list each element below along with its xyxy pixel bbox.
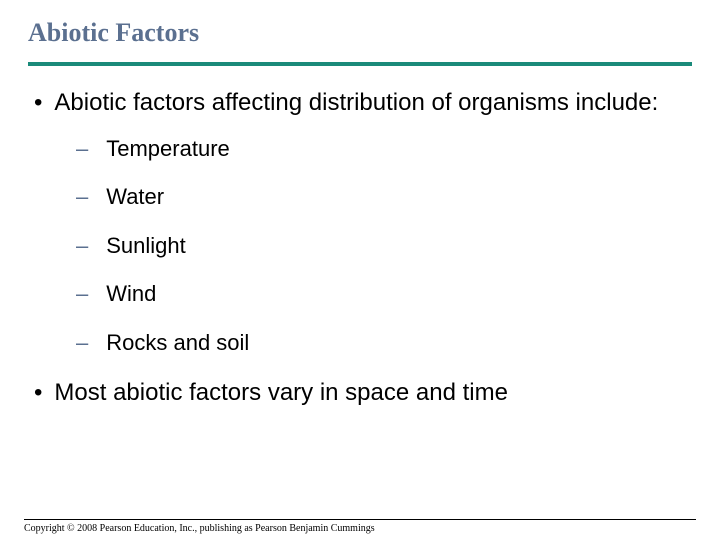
bullet-dot-icon: • xyxy=(34,378,42,408)
bullet-text: Wind xyxy=(106,281,156,307)
bullet-level2: – Wind xyxy=(28,281,692,307)
bullet-level1: • Abiotic factors affecting distribution… xyxy=(28,88,692,118)
bullet-dash-icon: – xyxy=(76,330,88,356)
bullet-text: Water xyxy=(106,184,164,210)
title-rule xyxy=(28,62,692,66)
bullet-dash-icon: – xyxy=(76,281,88,307)
bullet-dot-icon: • xyxy=(34,88,42,118)
copyright-footer: Copyright © 2008 Pearson Education, Inc.… xyxy=(24,523,375,534)
bullet-level2: – Sunlight xyxy=(28,233,692,259)
bullet-text: Most abiotic factors vary in space and t… xyxy=(54,378,508,408)
bullet-level1: • Most abiotic factors vary in space and… xyxy=(28,378,692,408)
bullet-level2: – Water xyxy=(28,184,692,210)
bullet-text: Sunlight xyxy=(106,233,186,259)
bullet-dash-icon: – xyxy=(76,136,88,162)
footer-rule xyxy=(24,519,696,520)
bullet-level2: – Temperature xyxy=(28,136,692,162)
bullet-text: Rocks and soil xyxy=(106,330,249,356)
bullet-text: Temperature xyxy=(106,136,230,162)
bullet-dash-icon: – xyxy=(76,233,88,259)
bullet-level2: – Rocks and soil xyxy=(28,330,692,356)
bullet-dash-icon: – xyxy=(76,184,88,210)
slide-title: Abiotic Factors xyxy=(28,18,692,48)
slide: Abiotic Factors • Abiotic factors affect… xyxy=(0,0,720,540)
bullet-text: Abiotic factors affecting distribution o… xyxy=(54,88,658,118)
